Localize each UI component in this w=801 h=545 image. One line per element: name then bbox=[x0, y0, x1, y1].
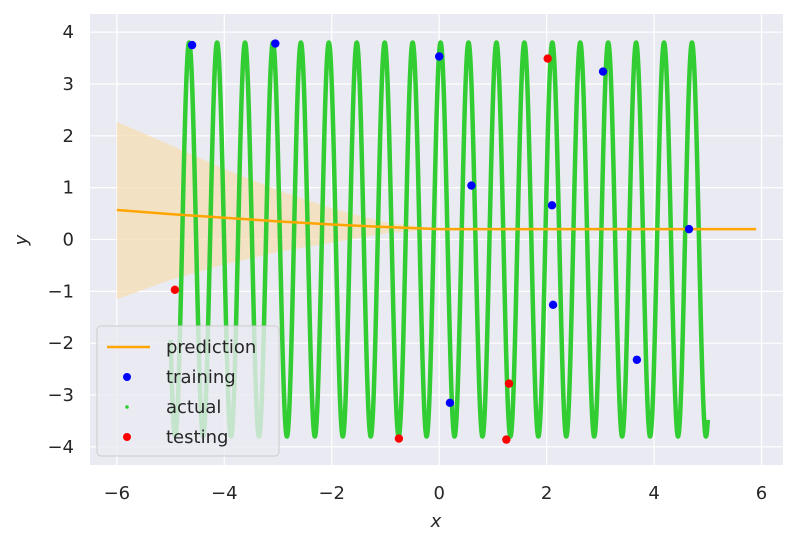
testing-point bbox=[504, 379, 514, 388]
training-point bbox=[467, 181, 476, 190]
legend-label-actual: actual bbox=[166, 397, 221, 418]
legend-frame bbox=[96, 325, 280, 457]
y-tick-label: −2 bbox=[47, 333, 74, 354]
x-tick-labels: −6 −4 −2 0 2 4 6 bbox=[104, 483, 768, 504]
testing-point bbox=[502, 435, 511, 444]
legend-label-prediction: prediction bbox=[166, 337, 256, 358]
training-point bbox=[632, 355, 642, 364]
x-tick-label: 6 bbox=[756, 483, 767, 504]
x-axis-label: x bbox=[430, 511, 442, 532]
prediction-line-group bbox=[116, 208, 757, 231]
training-point bbox=[547, 201, 557, 210]
training-point bbox=[271, 39, 280, 48]
prediction-line bbox=[116, 208, 757, 231]
y-tick-label: −4 bbox=[47, 437, 74, 458]
y-tick-label: −3 bbox=[47, 385, 74, 406]
points bbox=[170, 39, 694, 444]
training-point bbox=[187, 40, 197, 50]
training-point bbox=[598, 67, 608, 76]
x-tick-label: 0 bbox=[433, 483, 444, 504]
training-point bbox=[445, 398, 455, 407]
legend: prediction training actual testing bbox=[96, 325, 280, 457]
testing-point bbox=[543, 54, 552, 63]
y-tick-label: −1 bbox=[47, 281, 74, 302]
training-point bbox=[434, 52, 444, 61]
x-tick-label: −6 bbox=[104, 483, 131, 504]
y-tick-labels: −4 −3 −2 −1 0 1 2 3 4 bbox=[47, 22, 74, 458]
x-tick-label: −4 bbox=[211, 483, 238, 504]
y-tick-label: 0 bbox=[63, 230, 74, 251]
legend-swatch-training bbox=[123, 373, 131, 381]
legend-swatch-testing bbox=[123, 433, 131, 441]
testing-point bbox=[394, 434, 404, 443]
x-tick-label: −2 bbox=[318, 483, 345, 504]
legend-swatch-actual bbox=[125, 405, 129, 409]
testing-point bbox=[170, 285, 180, 294]
legend-label-training: training bbox=[166, 367, 236, 388]
legend-label-testing: testing bbox=[166, 427, 228, 448]
y-tick-label: 1 bbox=[63, 178, 74, 199]
training-point bbox=[684, 224, 694, 234]
y-tick-label: 4 bbox=[63, 22, 74, 43]
y-tick-label: 2 bbox=[63, 126, 74, 147]
y-tick-label: 3 bbox=[63, 74, 74, 95]
x-tick-label: 4 bbox=[648, 483, 659, 504]
x-tick-label: 2 bbox=[541, 483, 552, 504]
training-point bbox=[548, 300, 558, 310]
y-axis-label: y bbox=[11, 234, 32, 246]
